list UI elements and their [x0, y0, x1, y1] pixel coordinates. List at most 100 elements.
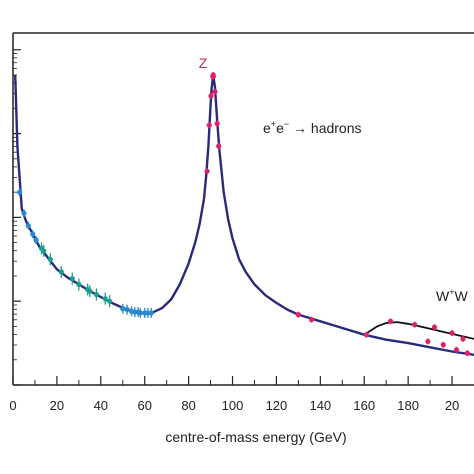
lep-point	[460, 335, 466, 342]
process-e-plus: e	[263, 120, 271, 136]
marker	[216, 143, 222, 149]
marker	[69, 275, 75, 282]
low-energy-point	[33, 236, 39, 245]
marker	[214, 120, 220, 127]
marker	[440, 342, 446, 348]
marker	[148, 310, 154, 316]
marker	[58, 269, 64, 275]
process-arrow-hadrons: → hadrons	[289, 120, 361, 136]
x-axis-label: centre-of-mass energy (GeV)	[165, 429, 346, 445]
x-tick-label: 60	[137, 398, 151, 413]
marker	[106, 298, 113, 304]
x-tick-label: 140	[309, 398, 331, 413]
x-tick-label: 0	[9, 398, 16, 413]
marker	[464, 350, 471, 356]
marker	[102, 296, 108, 302]
lep-point	[212, 88, 218, 95]
lep-point	[295, 311, 301, 318]
low-energy-point	[25, 221, 31, 230]
lep-point	[431, 324, 438, 331]
tristan-point	[124, 304, 130, 315]
theory-curves	[14, 73, 474, 356]
lep-point	[387, 318, 394, 325]
z-peak-label: Z	[199, 55, 208, 71]
process-label: e+e− → hadrons	[263, 119, 362, 136]
lep-point	[453, 346, 460, 353]
marker	[206, 122, 212, 128]
tristan-point	[148, 307, 154, 318]
marker	[431, 324, 438, 330]
tristan-point	[120, 303, 126, 314]
lep-point	[206, 122, 212, 129]
x-tick-label: 100	[222, 398, 244, 413]
petra-point	[41, 244, 47, 257]
x-tick-label: 180	[397, 398, 419, 413]
marker	[295, 312, 301, 318]
petra-point	[102, 292, 108, 305]
process-e-minus: e	[276, 120, 284, 136]
low-energy-point	[21, 209, 27, 218]
marker	[453, 347, 460, 353]
lep-point	[425, 338, 431, 345]
x-tick-label: 20	[50, 398, 64, 413]
lep-point	[208, 92, 214, 99]
petra-point	[76, 278, 82, 291]
marker	[120, 306, 126, 312]
lep-point	[216, 143, 222, 150]
petra-point	[69, 272, 75, 285]
lep-point	[308, 316, 315, 323]
marker	[212, 89, 218, 95]
low-energy-point	[16, 188, 23, 197]
lep-point	[210, 73, 217, 80]
petra-point	[47, 253, 53, 266]
marker	[425, 338, 431, 345]
marker	[16, 189, 23, 195]
x-tick-label: 20	[445, 398, 459, 413]
lep-point	[440, 341, 446, 348]
lep-point	[363, 331, 370, 338]
lep-point	[449, 330, 455, 337]
theory-curve	[14, 73, 474, 356]
low-energy-point	[30, 230, 36, 239]
lep-point	[464, 350, 471, 357]
marker	[21, 210, 27, 216]
marker	[137, 310, 143, 316]
ww-label: W+W	[436, 287, 468, 304]
lep-point	[204, 168, 210, 175]
marker	[308, 317, 315, 323]
petra-point	[87, 285, 93, 298]
marker	[33, 237, 39, 243]
marker	[30, 231, 36, 237]
ww-w-first: W	[436, 288, 450, 304]
marker	[76, 281, 82, 288]
x-axis-ticks: 0 20 40 60 80 100 120 140 160 180 20	[9, 376, 459, 413]
marker	[41, 248, 47, 254]
axes	[12, 32, 474, 386]
lep-point	[412, 321, 418, 328]
ww-sup: +	[449, 287, 454, 297]
ww-w-second: W	[454, 288, 468, 304]
marker	[87, 288, 93, 294]
ww-threshold-curve	[363, 321, 474, 340]
marker	[25, 223, 31, 229]
process-sup-minus: −	[284, 119, 289, 129]
marker	[449, 330, 455, 336]
marker	[210, 73, 217, 80]
y-axis-ticks	[13, 49, 21, 386]
x-tick-label: 40	[94, 398, 108, 413]
petra-point	[58, 265, 64, 278]
tristan-point	[137, 307, 143, 318]
marker	[47, 256, 53, 262]
marker	[387, 318, 394, 324]
marker	[93, 291, 100, 298]
process-sup-plus: +	[271, 119, 276, 129]
x-tick-label: 160	[353, 398, 375, 413]
lep-point	[214, 120, 220, 127]
x-tick-label: 120	[266, 398, 288, 413]
marker	[208, 93, 214, 99]
marker	[412, 322, 418, 328]
marker	[363, 332, 370, 338]
measurements	[16, 71, 471, 357]
x-tick-label: 80	[181, 398, 195, 413]
